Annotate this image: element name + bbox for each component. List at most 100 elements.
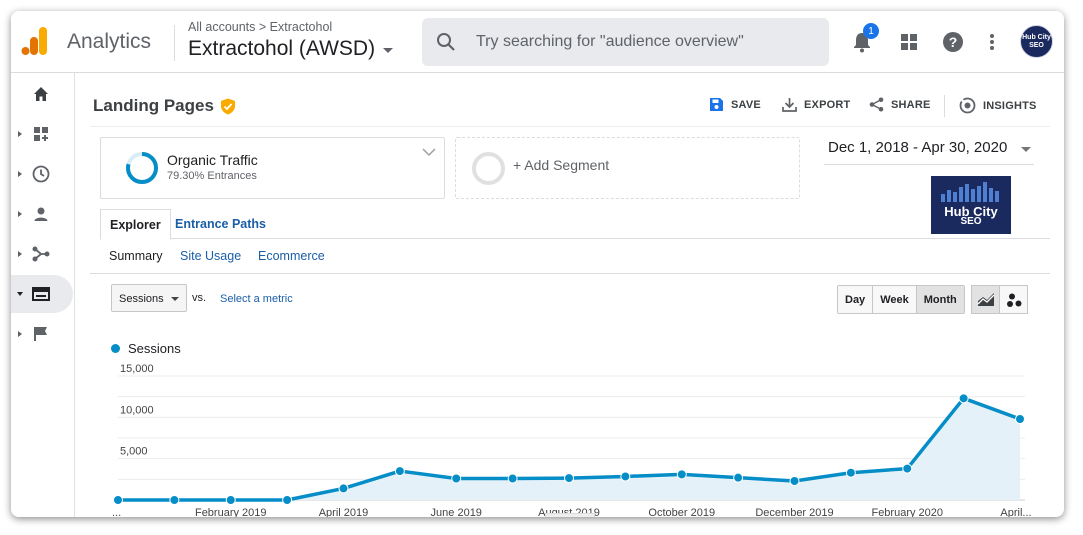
- add-segment-button[interactable]: + Add Segment: [455, 137, 800, 199]
- empty-segment-ring-icon: [472, 152, 505, 185]
- data-point: [451, 473, 462, 484]
- legend-dot-sessions: [111, 344, 120, 353]
- nav-realtime[interactable]: [11, 155, 73, 193]
- brand-bars-graphic: [941, 182, 999, 202]
- apps-button[interactable]: [896, 29, 922, 55]
- report-tabs: Explorer Entrance Paths: [100, 209, 1050, 240]
- save-icon: [710, 98, 723, 111]
- nav-conversions[interactable]: [11, 315, 73, 353]
- breadcrumb[interactable]: All accounts > Extractohol: [188, 20, 333, 34]
- app-name[interactable]: Analytics: [67, 30, 152, 53]
- nav-customization[interactable]: [11, 115, 73, 153]
- explorer-subtabs: Summary Site Usage Ecommerce: [90, 239, 1050, 274]
- analytics-window: Analytics All accounts > Extractohol Ext…: [11, 11, 1064, 517]
- avatar[interactable]: Hub City SEO: [1020, 25, 1053, 58]
- add-segment-label: + Add Segment: [513, 157, 610, 173]
- insights-button[interactable]: INSIGHTS: [959, 97, 1037, 114]
- period-month-button[interactable]: Month: [916, 286, 964, 313]
- y-tick-label: 10,000: [120, 404, 154, 416]
- expand-arrow-icon: [18, 171, 22, 177]
- data-point: [845, 467, 856, 478]
- expand-arrow-icon: [18, 131, 22, 137]
- data-point: [169, 495, 180, 505]
- nav-audience[interactable]: [11, 195, 73, 233]
- date-range-picker[interactable]: Dec 1, 2018 - Apr 30, 2020: [824, 139, 1034, 165]
- chevron-down-icon: [171, 297, 179, 301]
- help-button[interactable]: ?: [940, 29, 966, 55]
- export-button[interactable]: EXPORT: [782, 97, 850, 112]
- subtab-summary[interactable]: Summary: [109, 249, 163, 263]
- line-chart-view-button[interactable]: [971, 285, 1000, 314]
- left-nav: [11, 73, 75, 517]
- chevron-down-icon[interactable]: [422, 148, 436, 157]
- nav-acquisition[interactable]: [11, 235, 73, 273]
- data-point: [789, 475, 800, 486]
- export-download-icon: [782, 98, 797, 112]
- metric-select[interactable]: Sessions: [111, 284, 187, 312]
- page-title: Landing Pages: [93, 96, 236, 116]
- notification-badge: 1: [863, 23, 879, 39]
- expand-arrow-icon: [18, 251, 22, 257]
- chart-resize-handle[interactable]: [545, 513, 595, 517]
- search-icon: [422, 18, 470, 66]
- nav-behavior[interactable]: [11, 275, 73, 313]
- x-tick-label: August 2019: [538, 507, 600, 517]
- share-button[interactable]: SHARE: [869, 97, 931, 112]
- acquisition-icon: [32, 245, 50, 263]
- conversions-flag-icon: [32, 325, 50, 343]
- customization-icon: [32, 125, 50, 143]
- notifications-button[interactable]: 1: [849, 23, 879, 55]
- data-point: [113, 495, 123, 505]
- x-tick-label: June 2019: [431, 507, 482, 517]
- data-point: [225, 495, 236, 505]
- realtime-clock-icon: [32, 165, 50, 183]
- property-name: Extractohol (AWSD): [188, 37, 376, 60]
- data-point: [338, 483, 349, 494]
- x-tick-label: October 2019: [648, 507, 715, 517]
- vs-label: vs.: [192, 292, 207, 304]
- property-selector[interactable]: Extractohol (AWSD): [188, 37, 394, 61]
- expand-arrow-icon: [18, 331, 22, 337]
- behavior-icon: [32, 285, 50, 303]
- report-panel: Organic Traffic 79.30% Entrances + Add S…: [90, 126, 1050, 517]
- apps-grid-icon: [901, 34, 917, 50]
- segment-organic-traffic[interactable]: Organic Traffic 79.30% Entrances: [100, 137, 445, 199]
- subtab-site-usage[interactable]: Site Usage: [180, 249, 242, 263]
- x-tick-label: April 2019: [319, 507, 369, 517]
- tab-explorer[interactable]: Explorer: [100, 209, 171, 240]
- help-icon: ?: [943, 32, 963, 52]
- x-tick-label: February 2020: [871, 507, 943, 517]
- period-day-button[interactable]: Day: [838, 286, 874, 313]
- x-tick-label: ...: [112, 507, 121, 517]
- motion-chart-view-button[interactable]: [999, 285, 1028, 314]
- insights-icon: [959, 97, 976, 114]
- bubble-chart-icon: [1006, 293, 1021, 307]
- period-week-button[interactable]: Week: [873, 286, 917, 313]
- select-metric-link[interactable]: Select a metric: [220, 293, 293, 305]
- x-tick-label: February 2019: [195, 507, 267, 517]
- chevron-down-icon: [1021, 147, 1031, 152]
- save-button[interactable]: SAVE: [709, 97, 761, 112]
- more-menu-button[interactable]: [979, 29, 1005, 55]
- save-label: SAVE: [731, 98, 761, 111]
- export-label: EXPORT: [804, 98, 851, 111]
- brand-line2: SEO: [960, 216, 982, 227]
- brand-logo: Hub City SEO: [931, 176, 1011, 234]
- x-tick-label: December 2019: [755, 507, 833, 517]
- data-point: [958, 393, 969, 404]
- header-divider: [174, 25, 175, 61]
- data-point: [1015, 413, 1025, 424]
- line-chart-icon: [977, 293, 994, 306]
- actions-divider: [944, 95, 945, 117]
- subtab-ecommerce[interactable]: Ecommerce: [258, 249, 325, 263]
- search-input[interactable]: Try searching for "audience overview": [476, 33, 744, 50]
- search-bar[interactable]: Try searching for "audience overview": [422, 18, 829, 66]
- analytics-logo-icon[interactable]: [21, 25, 49, 57]
- x-tick-label: April...: [1000, 507, 1031, 517]
- page-title-text: Landing Pages: [93, 96, 214, 115]
- data-point: [282, 495, 293, 505]
- expand-arrow-icon: [18, 211, 22, 217]
- data-point: [902, 463, 913, 474]
- nav-home[interactable]: [11, 75, 73, 113]
- tab-entrance-paths[interactable]: Entrance Paths: [175, 217, 267, 231]
